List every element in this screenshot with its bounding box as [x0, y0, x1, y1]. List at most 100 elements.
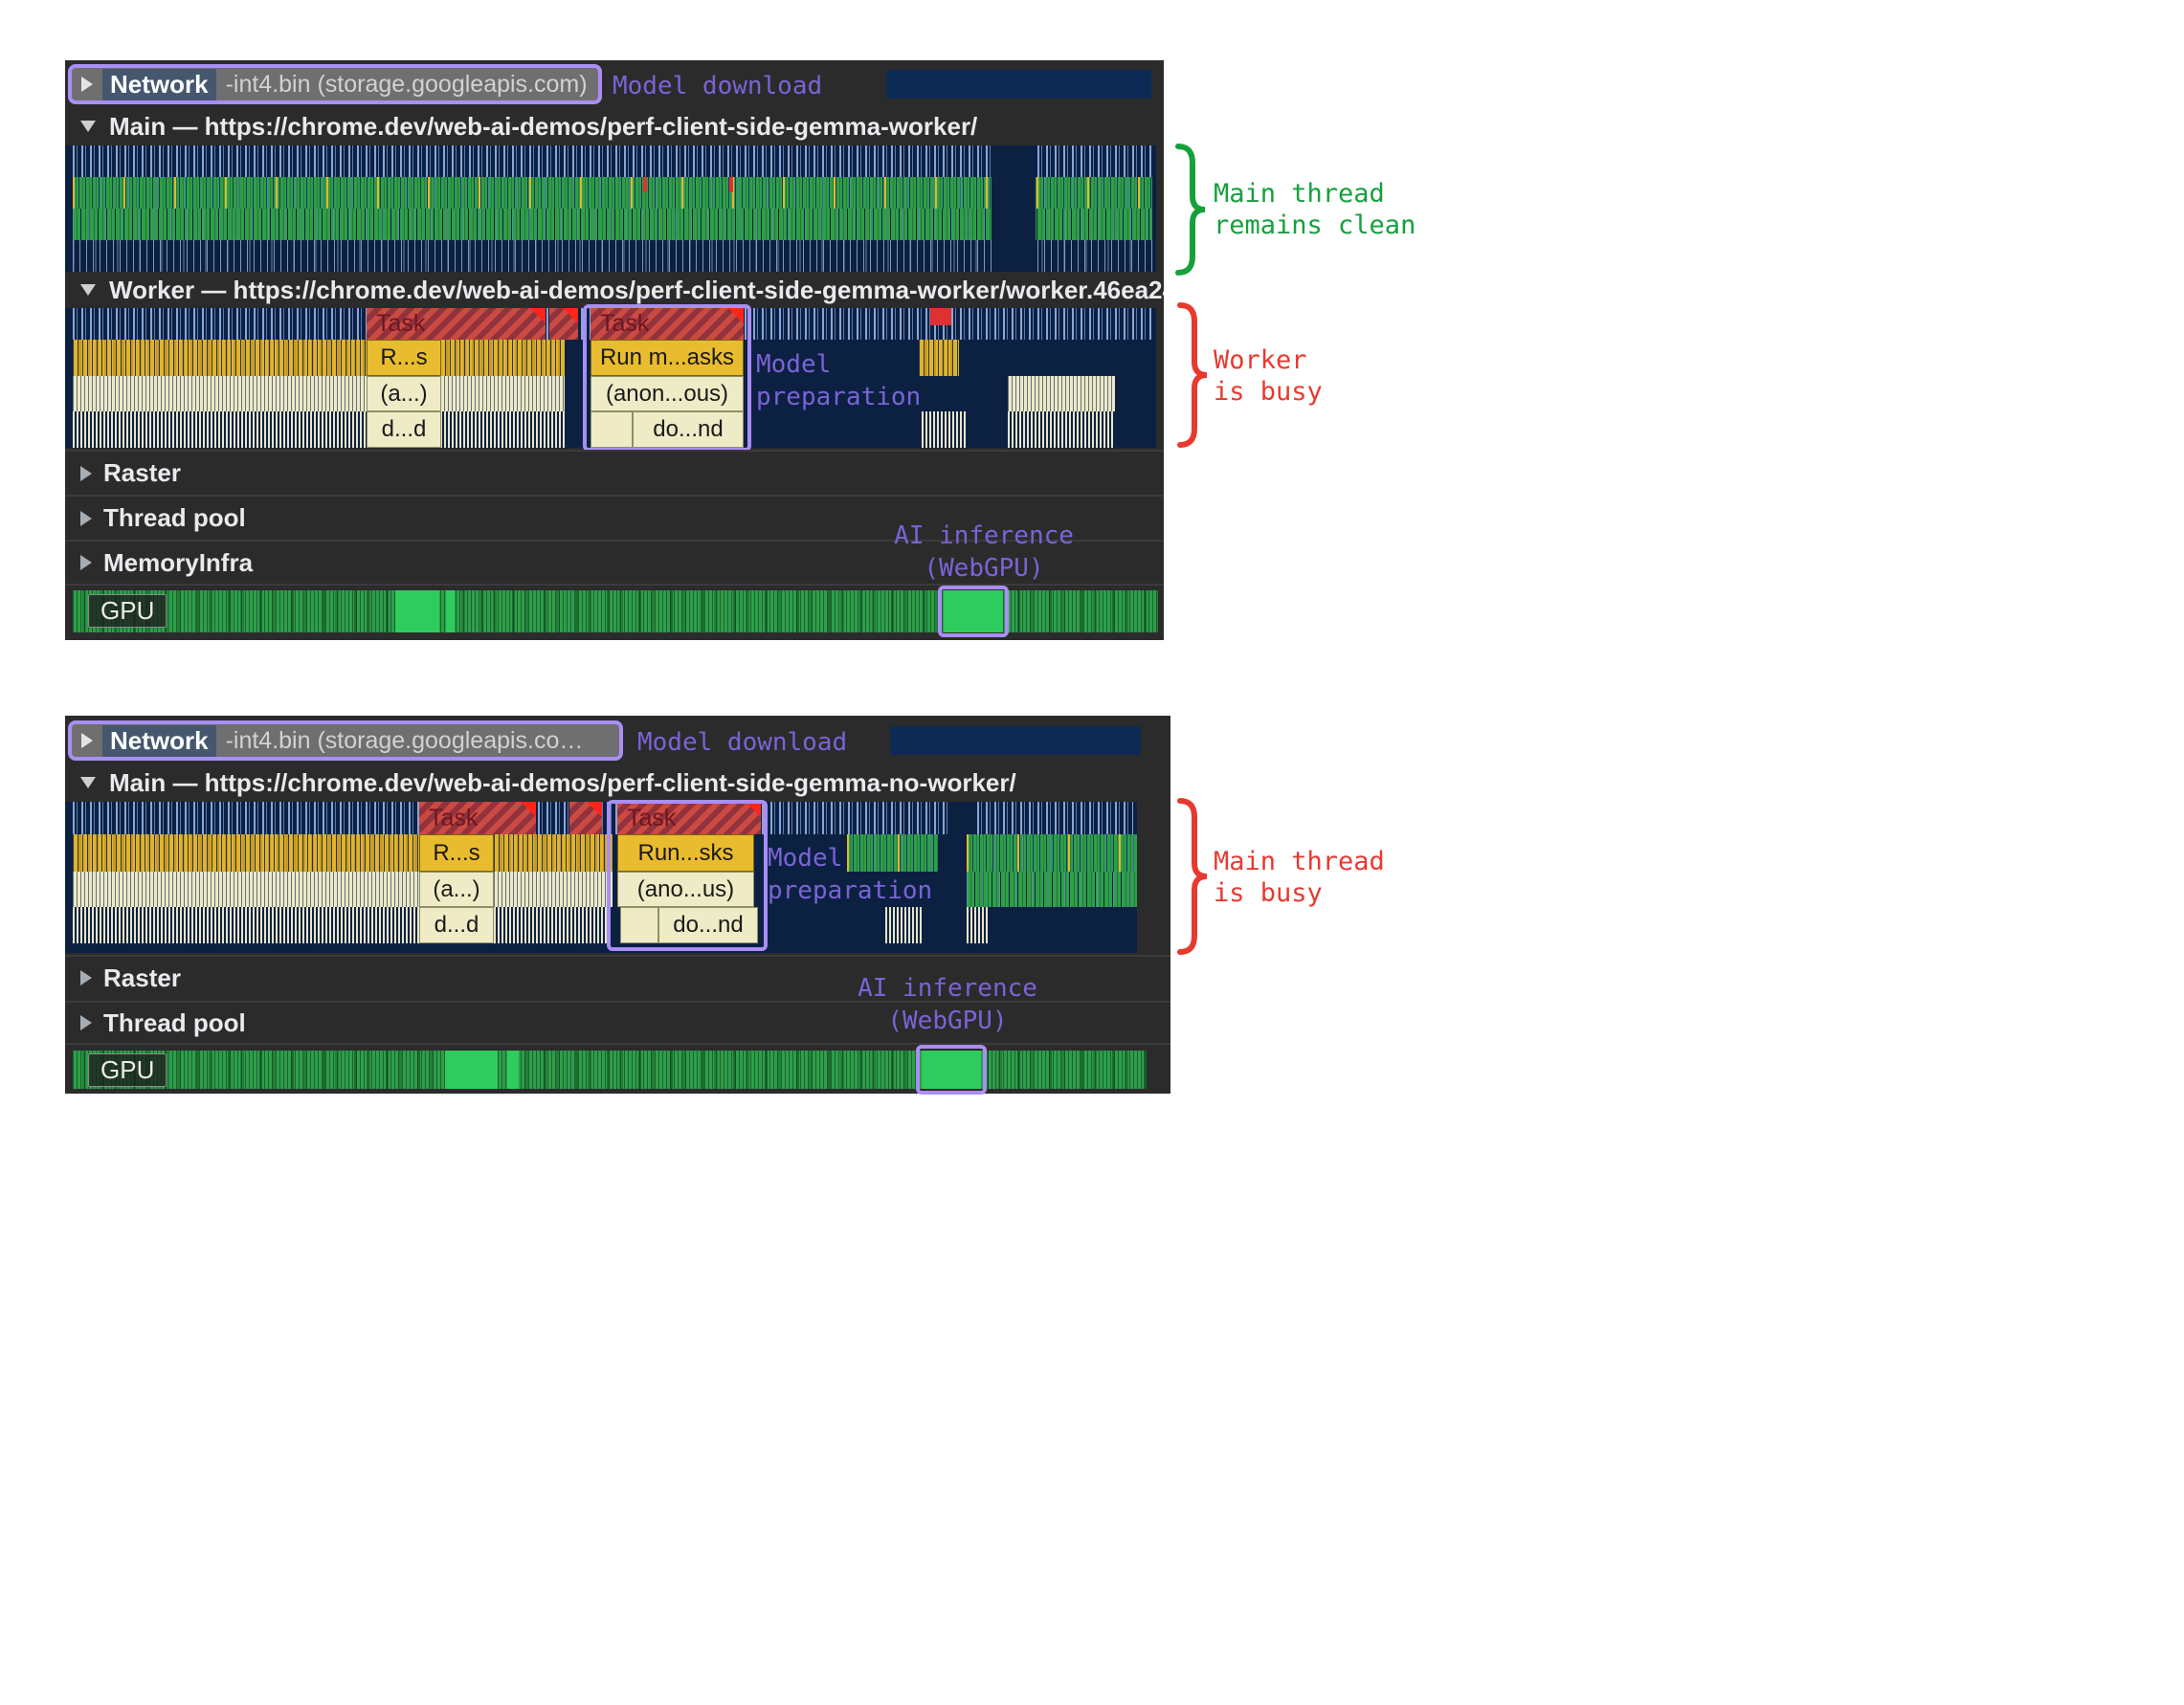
frame-label: Run m...asks [599, 344, 735, 370]
brace-green [1175, 144, 1206, 276]
track-row-gpu[interactable]: GPU [65, 1043, 1170, 1095]
brace-red-main [1177, 798, 1208, 955]
gpu-inference-segment[interactable] [944, 590, 1003, 632]
worker-busy-note: Worker is busy [1214, 345, 1323, 407]
function-strip [440, 376, 565, 411]
frame-box[interactable]: Run...sks [617, 834, 754, 872]
network-track-label[interactable]: Network [102, 68, 216, 100]
disclosure-triangle-icon[interactable] [80, 465, 92, 481]
model-download-annotation: Model download [637, 728, 848, 757]
frame-box[interactable]: d...d [419, 907, 494, 943]
gpu-activity-bar[interactable] [73, 1051, 1147, 1089]
long-task-marker [930, 308, 951, 325]
frame-box[interactable]: R...s [419, 834, 494, 872]
frame-box[interactable]: Run m...asks [591, 340, 744, 376]
disclosure-triangle-icon[interactable] [80, 284, 96, 296]
main-thread-header[interactable]: Main — https://chrome.dev/web-ai-demos/p… [65, 107, 1164, 145]
network-request-chip[interactable]: Network -int4.bin (storage.googleapis.co… [72, 68, 598, 100]
track-row-gpu[interactable]: GPU [65, 584, 1164, 640]
function-strip [1008, 411, 1115, 448]
network-selection-outline: Network -int4.bin (storage.googleapis.co… [68, 720, 623, 761]
function-strip [494, 872, 613, 907]
scripting-strip [73, 834, 419, 872]
frame-label: do...nd [673, 912, 744, 938]
task-bar-small[interactable] [569, 802, 602, 834]
task-label: Task [376, 310, 426, 337]
gpu-busy-segment [446, 590, 455, 632]
frame-box[interactable]: d...d [367, 411, 441, 448]
long-task-corner-icon [728, 308, 744, 323]
main-thread-flame-chart[interactable] [65, 145, 1156, 272]
task-bar[interactable]: Task [419, 802, 536, 834]
track-label: Raster [103, 963, 181, 992]
long-task-corner-icon [587, 802, 602, 817]
ai-inference-annotation: AI inference (WebGPU) [894, 521, 1074, 583]
frame-box[interactable]: R...s [367, 340, 441, 376]
model-download-annotation: Model download [613, 72, 823, 100]
brace-red-worker [1177, 302, 1208, 448]
network-request-bar[interactable] [890, 726, 1141, 755]
track-row-raster[interactable]: Raster [65, 955, 1170, 999]
cpu-activity-strip [73, 145, 1152, 177]
main-thread-title: Main — https://chrome.dev/web-ai-demos/p… [109, 767, 1016, 797]
task-bar-selected[interactable]: Task [591, 308, 744, 340]
network-selection-outline: Network -int4.bin (storage.googleapis.co… [68, 64, 602, 104]
task-label: Task [627, 804, 677, 831]
task-bar-small[interactable] [549, 308, 578, 340]
main-thread-busy-note: Main thread is busy [1214, 847, 1385, 908]
devtools-performance-panel-worker: Network -int4.bin (storage.googleapis.co… [65, 60, 1164, 640]
frame-box[interactable] [620, 907, 658, 943]
network-track-label[interactable]: Network [102, 724, 216, 757]
function-strip [73, 907, 419, 943]
frame-box[interactable]: do...nd [658, 907, 758, 943]
track-row-raster[interactable]: Raster [65, 450, 1164, 495]
disclosure-triangle-icon[interactable] [80, 555, 92, 570]
gpu-track-label[interactable]: GPU [88, 594, 167, 628]
track-row-thread-pool[interactable]: Thread pool [65, 495, 1164, 540]
network-request-name: -int4.bin (storage.googleapis.co… [225, 726, 584, 754]
idle-strip [73, 240, 1152, 272]
frame-box[interactable]: (a...) [419, 872, 494, 907]
frame-label: (a...) [433, 875, 480, 902]
task-bar-selected[interactable]: Task [617, 802, 761, 834]
track-label: Raster [103, 458, 181, 487]
frame-box[interactable]: (ano...us) [617, 872, 754, 907]
network-request-bar[interactable] [886, 70, 1151, 99]
frame-box[interactable] [591, 411, 633, 448]
task-label: Task [600, 310, 650, 337]
long-task-marker [643, 177, 647, 192]
frame-box[interactable]: do...nd [633, 411, 744, 448]
disclosure-triangle-icon[interactable] [80, 1015, 92, 1030]
function-strip [967, 907, 990, 943]
disclosure-triangle-icon[interactable] [80, 510, 92, 526]
track-row-thread-pool[interactable]: Thread pool [65, 1001, 1170, 1043]
frame-label: d...d [381, 416, 427, 442]
disclosure-triangle-icon[interactable] [80, 777, 96, 788]
disclosure-triangle-icon[interactable] [80, 121, 96, 132]
painting-strip [967, 834, 1137, 872]
disclosure-triangle-icon[interactable] [81, 77, 93, 92]
long-task-corner-icon [521, 802, 536, 817]
disclosure-triangle-icon[interactable] [80, 970, 92, 985]
track-label: Thread pool [103, 1008, 246, 1037]
model-preparation-annotation: Model preparation [768, 844, 933, 905]
brace-path [1175, 144, 1206, 276]
gpu-inference-segment[interactable] [922, 1051, 981, 1089]
gpu-track-label[interactable]: GPU [88, 1053, 167, 1087]
worker-thread-title: Worker — https://chrome.dev/web-ai-demos… [109, 275, 1164, 304]
long-task-corner-icon [530, 308, 546, 323]
worker-thread-flame-chart[interactable]: Task R...s (a...) d...d Task Run m...ask… [65, 304, 1156, 452]
main-thread-flame-chart[interactable]: Task R...s (a...) d...d Task Run...sks (… [65, 800, 1137, 953]
network-request-chip[interactable]: Network -int4.bin (storage.googleapis.co… [72, 724, 619, 757]
main-thread-header[interactable]: Main — https://chrome.dev/web-ai-demos/p… [65, 764, 1170, 802]
track-row-memory-infra[interactable]: MemoryInfra [65, 540, 1164, 584]
frame-box[interactable]: (a...) [367, 376, 441, 411]
brace-path [1177, 798, 1208, 955]
frame-box[interactable]: (anon...ous) [591, 376, 744, 411]
disclosure-triangle-icon[interactable] [81, 733, 93, 748]
worker-thread-header[interactable]: Worker — https://chrome.dev/web-ai-demos… [65, 272, 1164, 308]
painting-strip [847, 834, 938, 872]
gpu-busy-segment [445, 1051, 498, 1089]
task-bar[interactable]: Task [367, 308, 546, 340]
